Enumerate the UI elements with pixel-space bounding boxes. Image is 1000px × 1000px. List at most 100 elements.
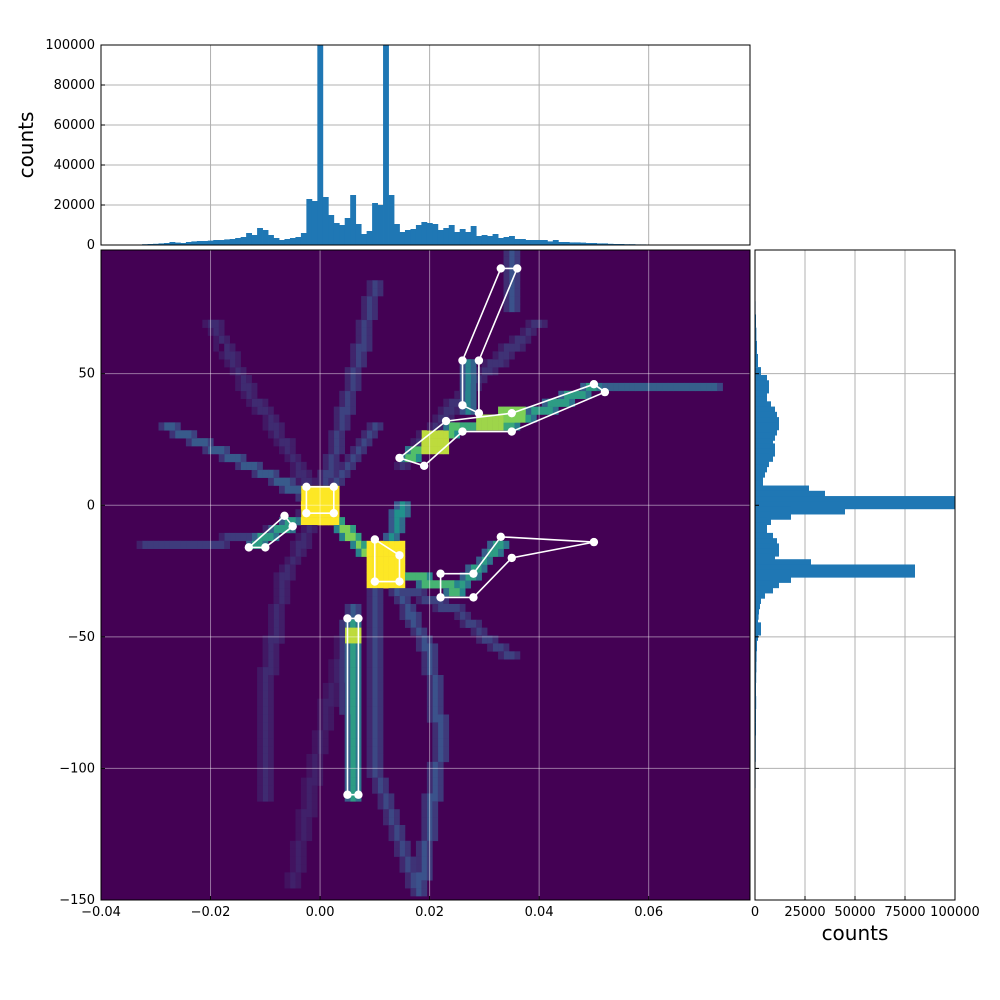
heatmap-cell [437, 753, 444, 763]
top-histogram-bar [355, 224, 362, 245]
top-histogram-bar [218, 240, 225, 245]
heatmap-cell [394, 832, 400, 842]
heatmap-cell [459, 422, 466, 431]
heatmap-cell [333, 635, 340, 644]
heatmap-cell [273, 667, 280, 676]
top-histogram-bar [366, 231, 373, 245]
heatmap-cell [366, 619, 373, 628]
limb-vertex-marker [589, 537, 599, 547]
heatmap-cell [235, 359, 241, 368]
heatmap-cell [404, 864, 411, 873]
heatmap-cell [437, 738, 444, 747]
heatmap-cell [251, 398, 258, 407]
limb-vertex-marker [343, 614, 352, 623]
top-histogram-bar [541, 240, 548, 245]
heatmap-cell [399, 501, 406, 510]
heatmap-cell [268, 430, 274, 439]
heatmap-cell [268, 714, 274, 723]
heatmap-cell [421, 588, 428, 597]
heatmap-cell [383, 532, 389, 542]
heatmap-x-tick-label: 0.06 [634, 905, 663, 920]
heatmap-cell [311, 485, 318, 494]
heatmap-cell [311, 501, 318, 510]
heatmap-cell [251, 382, 258, 392]
heatmap-cell [421, 809, 428, 818]
top-histogram-bar [399, 232, 406, 245]
heatmap-y-tick-label: 50 [78, 367, 95, 382]
heatmap-cell [481, 422, 488, 431]
heatmap-cell [437, 682, 444, 692]
heatmap-cell [404, 856, 411, 865]
heatmap-grid [101, 250, 750, 900]
heatmap-cell [426, 635, 433, 644]
heatmap-cell [207, 319, 214, 328]
heatmap-cell [328, 517, 335, 526]
heatmap-cell [399, 461, 406, 471]
heatmap-cell [339, 446, 346, 455]
heatmap-cell [514, 256, 521, 265]
heatmap-cell [372, 430, 378, 439]
heatmap-cell [410, 880, 417, 889]
heatmap-cell [355, 343, 362, 352]
heatmap-cell [377, 564, 384, 573]
heatmap-cell [432, 651, 439, 660]
heatmap-cell [295, 493, 302, 502]
heatmap-cell [339, 517, 346, 526]
heatmap-cell [377, 777, 384, 786]
heatmap-cell [328, 461, 335, 471]
heatmap-cell [361, 319, 367, 328]
heatmap-cell [273, 580, 280, 589]
heatmap-cell [257, 540, 263, 549]
heatmap-cell [284, 453, 291, 463]
heatmap-cell [432, 603, 439, 613]
heatmap-cell [415, 880, 422, 889]
heatmap-cell [322, 706, 329, 715]
heatmap-cell [273, 635, 280, 644]
heatmap-cell [366, 611, 373, 621]
heatmap-cell [487, 414, 493, 423]
heatmap-cell [366, 343, 373, 352]
heatmap-cell [492, 635, 499, 644]
heatmap-cell [169, 430, 176, 439]
heatmap-cell [328, 682, 335, 692]
limb-vertex-marker [600, 387, 610, 397]
heatmap-cell [498, 643, 504, 652]
heatmap-cell [470, 382, 477, 392]
heatmap-cell [273, 619, 280, 628]
heatmap-cell [268, 619, 274, 628]
heatmap-cell [213, 327, 220, 336]
heatmap-cell [503, 540, 510, 549]
heatmap-cell [339, 390, 346, 399]
heatmap-cell [432, 714, 439, 723]
heatmap-cell [498, 351, 504, 360]
heatmap-x-tick-label: −0.02 [191, 905, 231, 920]
heatmap-cell [300, 461, 307, 471]
heatmap-cell [278, 564, 285, 573]
top-histogram-bar [519, 239, 526, 245]
heatmap-cell [262, 682, 269, 692]
heatmap-cell [289, 548, 296, 557]
heatmap-cell [377, 596, 384, 605]
heatmap-cell [229, 351, 236, 360]
heatmap-cell [448, 430, 455, 439]
limb-vertex-marker [280, 511, 289, 520]
heatmap-cell [284, 572, 291, 581]
heatmap-cell [426, 706, 433, 715]
top-histogram-bar [196, 241, 203, 245]
heatmap-cell [503, 256, 510, 265]
heatmap-cell [278, 619, 285, 628]
heatmap-cell [322, 730, 329, 739]
right-histogram-bar [755, 353, 758, 368]
heatmap-cell [350, 667, 356, 676]
heatmap-cell [426, 667, 433, 676]
heatmap-cell [311, 477, 318, 486]
heatmap-cell [377, 288, 384, 297]
top-histogram-bar [350, 195, 357, 245]
right-histogram-bar [755, 327, 757, 341]
heatmap-cell [366, 706, 373, 715]
limb-vertex-marker [395, 577, 404, 586]
top-histogram-bar [569, 242, 576, 245]
heatmap-cell [317, 706, 324, 715]
heatmap-cell [311, 769, 318, 778]
